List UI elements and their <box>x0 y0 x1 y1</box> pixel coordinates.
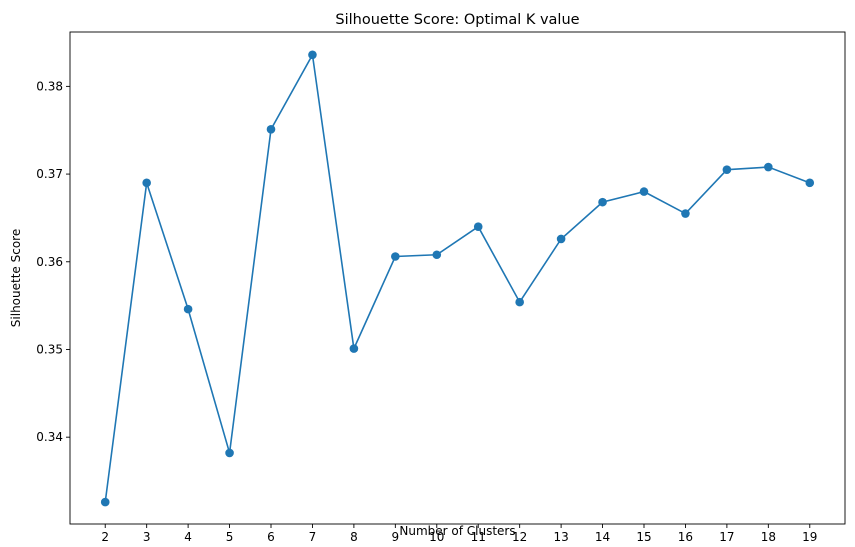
x-tick-label: 13 <box>553 530 568 544</box>
data-point <box>142 178 151 188</box>
data-point <box>183 304 193 314</box>
data-point <box>805 178 815 188</box>
data-point <box>515 297 524 307</box>
x-tick-label: 3 <box>143 530 151 544</box>
data-point <box>308 50 317 60</box>
x-tick-label: 5 <box>226 530 234 544</box>
y-tick-label: 0.35 <box>36 342 63 356</box>
x-tick-label: 17 <box>719 530 734 544</box>
x-tick-label: 7 <box>309 530 317 544</box>
y-tick-label: 0.38 <box>36 79 63 93</box>
data-point <box>473 222 483 231</box>
series-markers <box>100 50 815 507</box>
data-point <box>225 448 234 458</box>
series-line <box>104 52 811 503</box>
x-tick-label: 14 <box>595 530 610 544</box>
x-tick-label: 16 <box>678 530 693 544</box>
plot-frame <box>69 31 846 525</box>
axis-ticks: 2 3 4 5 6 7 8 9 10 11 12 13 14 15 16 17 18 19 0.34 0.35 0.36… <box>36 79 817 544</box>
data-point <box>432 250 442 260</box>
y-tick-label: 0.37 <box>36 167 63 181</box>
data-point <box>681 209 690 218</box>
x-tick-label: 11 <box>471 530 486 544</box>
x-tick-label: 10 <box>429 530 444 544</box>
data-point <box>266 125 276 134</box>
x-tick-label: 6 <box>267 530 275 544</box>
x-tick-label: 4 <box>184 530 192 544</box>
data-point <box>391 252 400 261</box>
y-tick-label: 0.34 <box>36 430 63 444</box>
data-point <box>598 197 607 207</box>
data-point <box>722 165 732 174</box>
data-point <box>764 162 773 172</box>
x-axis-label: Number of Clusters <box>399 524 515 538</box>
x-tick-label: 15 <box>636 530 651 544</box>
x-tick-label: 19 <box>802 530 817 544</box>
x-tick-label: 9 <box>392 530 400 544</box>
data-point <box>349 344 359 353</box>
y-tick-label: 0.36 <box>36 255 63 269</box>
data-point <box>556 234 566 244</box>
data-point <box>100 497 110 507</box>
y-axis-label: Silhouette Score <box>9 229 23 327</box>
x-tick-label: 18 <box>761 530 776 544</box>
data-point <box>639 187 649 196</box>
chart-title: Silhouette Score: Optimal K value <box>335 12 579 28</box>
plot-area <box>70 32 845 524</box>
x-tick-label: 8 <box>350 530 358 544</box>
x-tick-label: 12 <box>512 530 527 544</box>
x-tick-label: 2 <box>101 530 109 544</box>
